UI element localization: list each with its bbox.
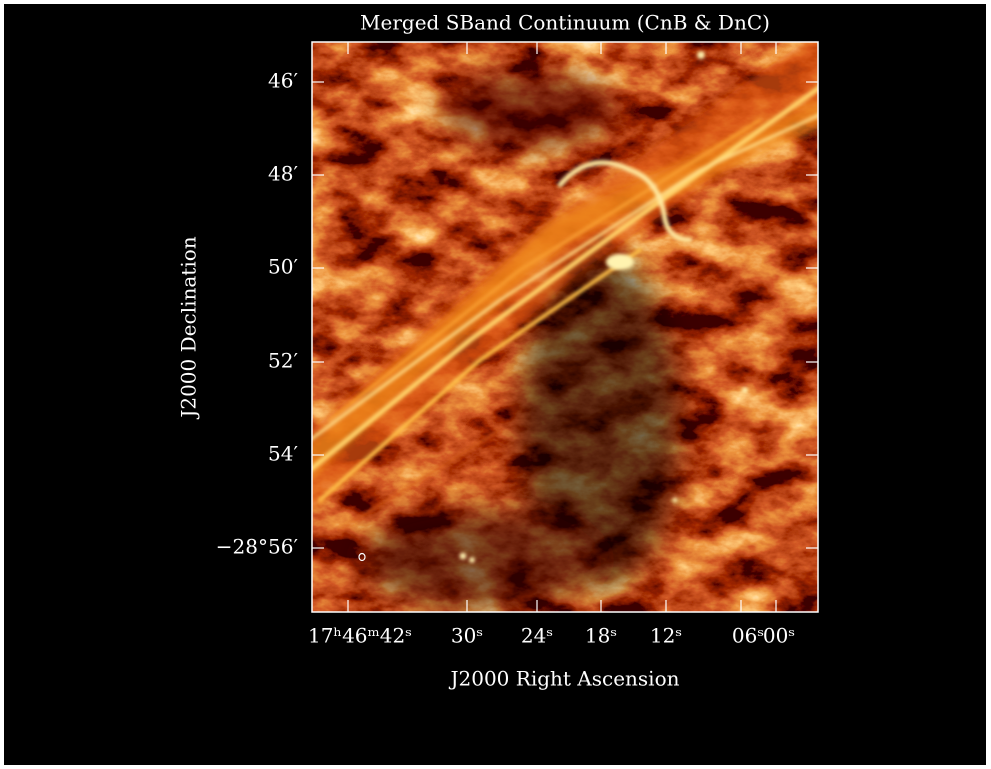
y-tick-label: −28°56′ [216,535,299,559]
x-tick-label: 30ˢ [451,624,483,648]
y-tick-label: 46′ [268,69,298,93]
x-tick-label: 17ʰ46ᵐ42ˢ [308,624,412,648]
y-axis-label: J2000 Declination [177,236,201,419]
radio-image [300,42,830,612]
y-tick-label: 54′ [268,442,298,466]
figure: 46′ 48′ 50′ 52′ 54′ −28°56′ 17ʰ46ᵐ42ˢ 30ˢ 24ˢ 18ˢ… [0,0,991,769]
y-tick-label: 52′ [268,349,298,373]
x-axis-label: J2000 Right Ascension [448,667,679,691]
y-tick-label: 50′ [268,255,298,279]
x-tick-label: 06ˢ [732,624,764,648]
x-tick-label: 00ˢ [763,624,795,648]
y-tick-label: 48′ [268,162,298,186]
x-tick-label: 18ˢ [585,624,617,648]
x-tick-label: 24ˢ [521,624,553,648]
title: Merged SBand Continuum (CnB & DnC) [360,11,770,35]
x-tick-label: 12ˢ [650,624,682,648]
